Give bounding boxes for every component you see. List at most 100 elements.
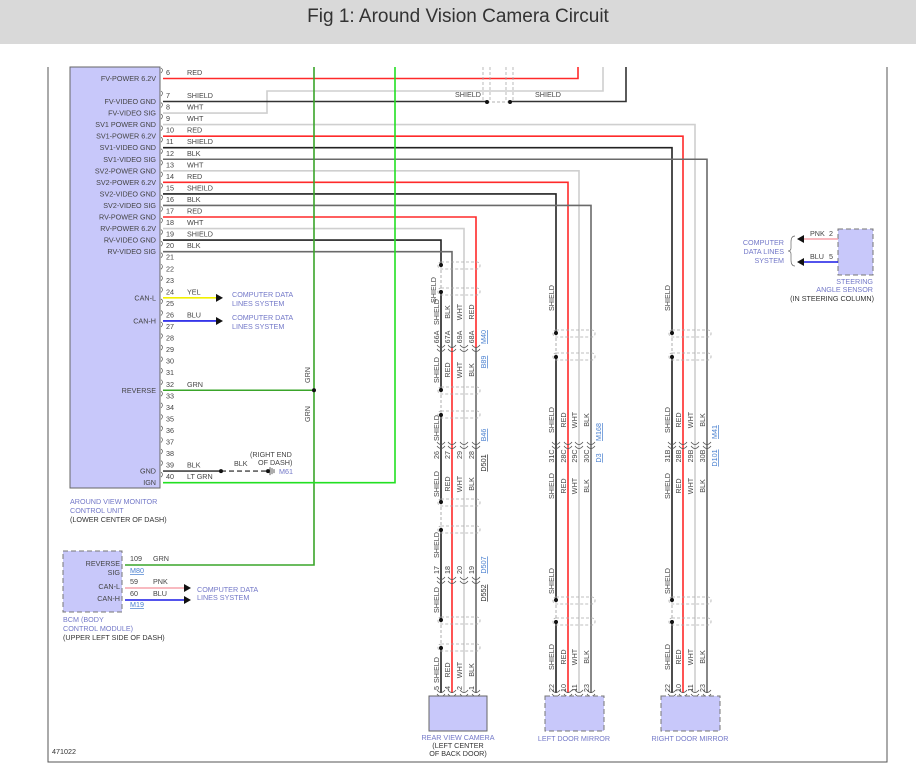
shield-box	[437, 498, 481, 507]
title-bar: Fig 1: Around Vision Camera Circuit	[0, 0, 916, 44]
pin-signal-label: RV-POWER 6.2V	[100, 224, 156, 233]
splice-dot	[439, 618, 443, 622]
wire-label: SHIELD	[432, 587, 441, 613]
arrow-icon	[216, 293, 223, 302]
wire-label: BLK	[698, 413, 707, 427]
connector-link[interactable]: M41	[710, 425, 719, 439]
connector-link[interactable]: D101	[710, 449, 719, 466]
pin-number: 34	[166, 403, 174, 412]
wire-pin-19	[163, 239, 442, 693]
pin-number: 13	[166, 160, 174, 169]
connector-terminal	[586, 441, 596, 449]
pin-number: 10	[166, 126, 174, 135]
shield-box	[437, 525, 481, 534]
connector-terminal	[667, 441, 677, 449]
pin-number: 59	[130, 577, 138, 586]
connector-link[interactable]: D3	[594, 453, 603, 462]
wire-label: SHIELD	[432, 471, 441, 497]
wire-color-label: SHIELD	[187, 137, 213, 146]
pin-terminal	[160, 425, 163, 432]
pin-signal-label: CAN-H	[133, 316, 156, 325]
pin-terminal	[160, 160, 163, 166]
pin-terminal	[160, 183, 163, 189]
splice-dot	[439, 263, 443, 267]
pin-signal-label: CAN-L	[134, 293, 156, 302]
right-mirror-box	[660, 695, 721, 732]
connector-link[interactable]: B46	[479, 429, 488, 442]
pin-terminal	[160, 136, 163, 143]
location-label: OF DASH)	[258, 458, 292, 467]
pin-number: 5	[829, 252, 833, 261]
shield-box	[437, 616, 481, 625]
wire-color-label: YEL	[187, 287, 201, 296]
wire-pin-10	[163, 135, 684, 693]
wire-label: 28B	[674, 449, 683, 462]
wire-label: RED	[443, 662, 452, 677]
pin-number: 20	[166, 241, 174, 250]
wire-color-label: WHT	[187, 103, 204, 112]
pin-terminal	[160, 391, 163, 397]
connector-link[interactable]: M80	[130, 566, 144, 575]
wire-label: SHIELD	[663, 473, 672, 499]
splice-dot	[554, 598, 558, 602]
connector-link[interactable]: D507	[479, 556, 488, 573]
pin-number: 36	[166, 426, 174, 435]
pin-terminal	[160, 287, 163, 293]
wire-label: 4	[443, 686, 452, 690]
wire-label: 11	[570, 684, 579, 691]
wire-color-label: SHIELD	[187, 91, 213, 100]
steering-label: (IN STEERING COLUMN)	[790, 294, 874, 303]
connector-link[interactable]: B89	[479, 356, 488, 369]
connector-terminal	[459, 441, 469, 449]
pin-number: 2	[829, 229, 833, 238]
rear-camera-label: (LEFT CENTER	[432, 741, 483, 750]
wire-label: 31B	[663, 449, 672, 462]
pin-terminal	[160, 194, 163, 201]
splice-dot	[439, 500, 443, 504]
wire-label: RED	[674, 478, 683, 493]
wire-fv-video-gnd	[163, 67, 627, 103]
pin-terminal	[160, 206, 163, 212]
pin-number: 22	[166, 264, 174, 273]
shield-label: SHIELD	[535, 90, 561, 99]
connector-label: D501	[479, 454, 488, 471]
connector-terminal	[551, 441, 561, 449]
wire-color-label: PNK	[153, 577, 168, 586]
wire-label: RED	[559, 478, 568, 493]
wire-color-label: RED	[187, 207, 202, 216]
wire-label: SHIELD	[663, 285, 672, 311]
splice-dot	[439, 290, 443, 294]
left-mirror-label: LEFT DOOR MIRROR	[538, 734, 610, 743]
pin-signal-label: SV1-VIDEO GND	[100, 143, 156, 152]
splice-dot	[670, 620, 674, 624]
connector-link[interactable]: M19	[130, 600, 144, 609]
pin-number: 40	[166, 472, 174, 481]
pin-terminal	[160, 217, 163, 224]
pin-number: 18	[166, 218, 174, 227]
connector-link[interactable]: M40	[479, 330, 488, 344]
arrow-icon	[797, 235, 804, 243]
figure-id: 471022	[52, 747, 76, 756]
splice-dot	[439, 646, 443, 650]
wire-label: GRN	[303, 406, 312, 422]
pin-terminal	[160, 367, 163, 374]
wire-label: RED	[559, 649, 568, 664]
wire-label: 11	[686, 684, 695, 691]
wire-pin-16	[163, 204, 592, 693]
destination-label: LINES SYSTEM	[232, 299, 284, 308]
wire-color-label: BLU	[153, 589, 167, 598]
brace	[787, 235, 796, 267]
connector-terminal	[436, 576, 446, 584]
pin-signal-label: SV1-VIDEO SIG	[103, 155, 156, 164]
wire-label: SHIELD	[547, 473, 556, 499]
connector-link[interactable]: M168	[594, 423, 603, 441]
wire-label: RED	[467, 304, 476, 319]
connector-terminal	[436, 344, 446, 352]
destination-label: DATA LINES	[744, 247, 785, 256]
wire-label: 28	[467, 451, 476, 459]
bcm-label: BCM (BODY	[63, 615, 104, 624]
pin-number: 29	[166, 345, 174, 354]
wire-label: 68A	[467, 330, 476, 343]
splice-dot	[219, 469, 223, 474]
